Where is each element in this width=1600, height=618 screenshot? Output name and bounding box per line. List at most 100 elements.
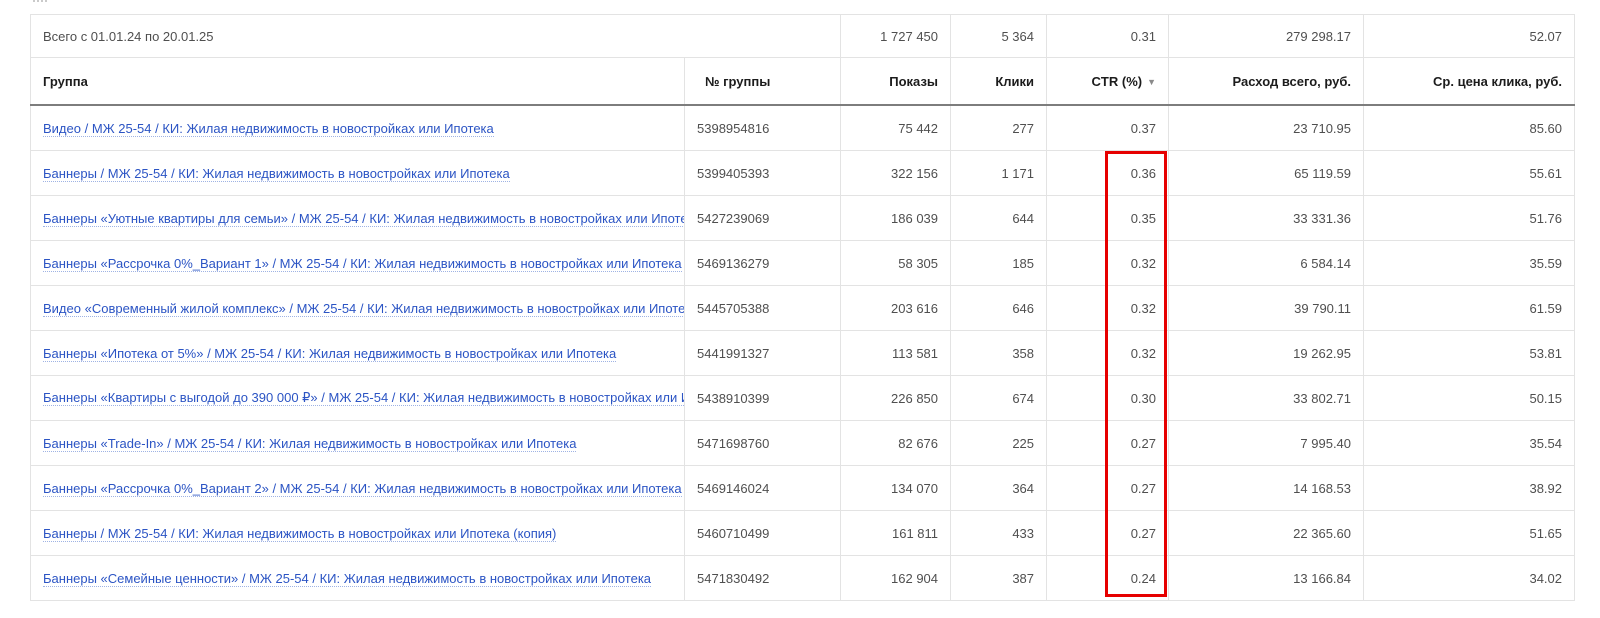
column-header-clicks[interactable]: Клики <box>950 57 1048 106</box>
table-row: Видео / МЖ 25-54 / КИ: Жилая недвижимост… <box>30 104 1576 151</box>
column-header-ctr-label: CTR (%) <box>1091 73 1143 89</box>
group-name-cell: Баннеры «Рассрочка 0%_Вариант 2» / МЖ 25… <box>30 465 685 511</box>
clicks-cell: 674 <box>950 375 1048 421</box>
clicks-cell: 225 <box>950 420 1048 466</box>
impressions-cell: 113 581 <box>840 330 952 376</box>
group-id-cell: 5471830492 <box>683 555 842 601</box>
impressions-cell: 134 070 <box>840 465 952 511</box>
group-id-cell: 5438910399 <box>683 375 842 421</box>
avg-cpc-cell: 51.65 <box>1363 510 1576 556</box>
group-id-cell: 5460710499 <box>683 510 842 556</box>
group-name-cell: Баннеры «Рассрочка 0%_Вариант 1» / МЖ 25… <box>30 240 685 286</box>
ctr-cell: 0.36 <box>1046 150 1170 196</box>
impressions-cell: 203 616 <box>840 285 952 331</box>
impressions-cell: 82 676 <box>840 420 952 466</box>
group-link[interactable]: Видео / МЖ 25-54 / КИ: Жилая недвижимост… <box>43 120 494 137</box>
avg-cpc-cell: 38.92 <box>1363 465 1576 511</box>
impressions-cell: 161 811 <box>840 510 952 556</box>
avg-cpc-cell: 50.15 <box>1363 375 1576 421</box>
group-link[interactable]: Баннеры «Рассрочка 0%_Вариант 2» / МЖ 25… <box>43 480 682 497</box>
group-id-cell: 5427239069 <box>683 195 842 241</box>
group-name-cell: Баннеры / МЖ 25-54 / КИ: Жилая недвижимо… <box>30 510 685 556</box>
table-row: Видео «Современный жилой комплекс» / МЖ … <box>30 285 1576 331</box>
clicks-cell: 646 <box>950 285 1048 331</box>
totals-clicks: 5 364 <box>950 14 1048 58</box>
group-link[interactable]: Видео «Современный жилой комплекс» / МЖ … <box>43 300 684 317</box>
avg-cpc-cell: 51.76 <box>1363 195 1576 241</box>
impressions-cell: 186 039 <box>840 195 952 241</box>
group-id-cell: 5469146024 <box>683 465 842 511</box>
group-link[interactable]: Баннеры «Уютные квартиры для семьи» / МЖ… <box>43 210 684 227</box>
avg-cpc-cell: 53.81 <box>1363 330 1576 376</box>
column-header-impressions[interactable]: Показы <box>840 57 952 106</box>
ctr-cell: 0.32 <box>1046 285 1170 331</box>
table-row: Баннеры «Рассрочка 0%_Вариант 2» / МЖ 25… <box>30 465 1576 511</box>
column-header-group-id[interactable]: № группы <box>683 57 842 106</box>
group-name-cell: Баннеры «Семейные ценности» / МЖ 25-54 /… <box>30 555 685 601</box>
group-id-cell: 5399405393 <box>683 150 842 196</box>
group-name-cell: Баннеры «Trade-In» / МЖ 25-54 / КИ: Жила… <box>30 420 685 466</box>
impressions-cell: 322 156 <box>840 150 952 196</box>
column-header-ctr[interactable]: CTR (%) ▼ <box>1046 57 1170 106</box>
avg-cpc-cell: 55.61 <box>1363 150 1576 196</box>
avg-cpc-cell: 35.59 <box>1363 240 1576 286</box>
totals-ctr: 0.31 <box>1046 14 1170 58</box>
group-name-cell: Видео «Современный жилой комплекс» / МЖ … <box>30 285 685 331</box>
table-row: Баннеры / МЖ 25-54 / КИ: Жилая недвижимо… <box>30 510 1576 556</box>
group-link[interactable]: Баннеры «Trade-In» / МЖ 25-54 / КИ: Жила… <box>43 435 577 452</box>
cost-cell: 33 802.71 <box>1168 375 1365 421</box>
totals-avg-cpc: 52.07 <box>1363 14 1576 58</box>
ctr-cell: 0.30 <box>1046 375 1170 421</box>
table-row: Баннеры «Семейные ценности» / МЖ 25-54 /… <box>30 555 1576 601</box>
cost-cell: 14 168.53 <box>1168 465 1365 511</box>
group-link[interactable]: Баннеры «Квартиры с выгодой до 390 000 ₽… <box>43 390 684 406</box>
column-header-group[interactable]: Группа <box>30 57 685 106</box>
group-link[interactable]: Баннеры / МЖ 25-54 / КИ: Жилая недвижимо… <box>43 525 557 542</box>
group-id-cell: 5469136279 <box>683 240 842 286</box>
clicks-cell: 433 <box>950 510 1048 556</box>
column-header-avg-cpc[interactable]: Ср. цена клика, руб. <box>1363 57 1576 106</box>
clicks-cell: 1 171 <box>950 150 1048 196</box>
table-row: Баннеры «Квартиры с выгодой до 390 000 ₽… <box>30 375 1576 421</box>
ctr-cell: 0.37 <box>1046 104 1170 151</box>
group-link[interactable]: Баннеры / МЖ 25-54 / КИ: Жилая недвижимо… <box>43 165 510 182</box>
cost-cell: 6 584.14 <box>1168 240 1365 286</box>
impressions-cell: 226 850 <box>840 375 952 421</box>
ctr-cell: 0.24 <box>1046 555 1170 601</box>
group-link[interactable]: Баннеры «Семейные ценности» / МЖ 25-54 /… <box>43 570 652 587</box>
cropped-text-artifact <box>33 0 47 4</box>
ctr-cell: 0.27 <box>1046 510 1170 556</box>
clicks-cell: 277 <box>950 104 1048 151</box>
clicks-cell: 185 <box>950 240 1048 286</box>
group-id-cell: 5441991327 <box>683 330 842 376</box>
stats-table-container: Всего с 01.01.24 по 20.01.25 1 727 450 5… <box>29 14 1576 601</box>
table-row: Баннеры / МЖ 25-54 / КИ: Жилая недвижимо… <box>30 150 1576 196</box>
group-link[interactable]: Баннеры «Рассрочка 0%_Вариант 1» / МЖ 25… <box>43 255 682 272</box>
totals-row: Всего с 01.01.24 по 20.01.25 1 727 450 5… <box>29 14 1576 58</box>
group-link[interactable]: Баннеры «Ипотека от 5%» / МЖ 25-54 / КИ:… <box>43 345 617 362</box>
clicks-cell: 644 <box>950 195 1048 241</box>
column-header-cost[interactable]: Расход всего, руб. <box>1168 57 1365 106</box>
totals-label: Всего с 01.01.24 по 20.01.25 <box>29 14 842 58</box>
campaign-groups-table: Всего с 01.01.24 по 20.01.25 1 727 450 5… <box>29 14 1576 601</box>
ctr-cell: 0.32 <box>1046 240 1170 286</box>
cost-cell: 39 790.11 <box>1168 285 1365 331</box>
cost-cell: 13 166.84 <box>1168 555 1365 601</box>
totals-impressions: 1 727 450 <box>840 14 952 58</box>
impressions-cell: 75 442 <box>840 104 952 151</box>
cost-cell: 33 331.36 <box>1168 195 1365 241</box>
table-row: Баннеры «Рассрочка 0%_Вариант 1» / МЖ 25… <box>30 240 1576 286</box>
group-name-cell: Баннеры «Ипотека от 5%» / МЖ 25-54 / КИ:… <box>30 330 685 376</box>
clicks-cell: 364 <box>950 465 1048 511</box>
ctr-cell: 0.35 <box>1046 195 1170 241</box>
avg-cpc-cell: 61.59 <box>1363 285 1576 331</box>
cost-cell: 65 119.59 <box>1168 150 1365 196</box>
group-id-cell: 5445705388 <box>683 285 842 331</box>
sort-desc-icon[interactable]: ▼ <box>1147 76 1157 87</box>
ctr-cell: 0.32 <box>1046 330 1170 376</box>
cost-cell: 22 365.60 <box>1168 510 1365 556</box>
group-name-cell: Баннеры «Уютные квартиры для семьи» / МЖ… <box>30 195 685 241</box>
group-name-cell: Видео / МЖ 25-54 / КИ: Жилая недвижимост… <box>30 104 685 151</box>
group-id-cell: 5398954816 <box>683 104 842 151</box>
cost-cell: 7 995.40 <box>1168 420 1365 466</box>
